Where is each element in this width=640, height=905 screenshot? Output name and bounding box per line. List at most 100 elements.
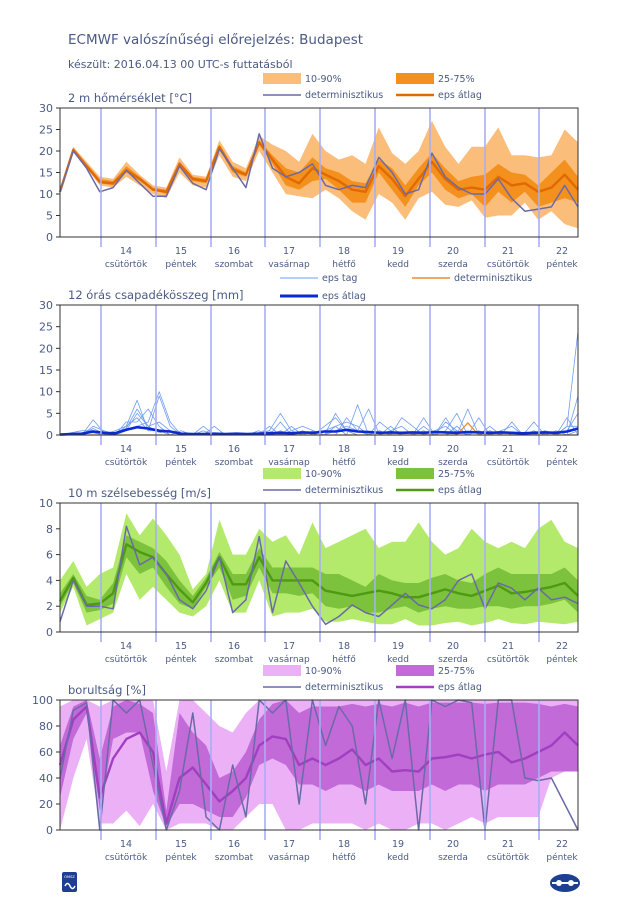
- x-day-number: 19: [392, 839, 404, 850]
- y-tick-label: 10: [39, 497, 53, 510]
- x-day-name: szombat: [215, 853, 254, 863]
- x-day-number: 14: [120, 839, 132, 850]
- y-tick-label: 100: [32, 694, 53, 707]
- x-day-number: 21: [502, 246, 514, 257]
- y-tick-label: 60: [39, 746, 53, 759]
- x-day-name: péntek: [546, 654, 578, 665]
- x-day-name: péntek: [165, 852, 197, 863]
- y-tick-label: 10: [39, 188, 53, 201]
- y-tick-label: 8: [46, 523, 53, 536]
- x-day-name: csütörtök: [105, 655, 148, 665]
- y-tick-label: 2: [46, 600, 53, 613]
- x-day-name: szombat: [215, 260, 254, 270]
- legend-label-10-90: 10-90%: [305, 469, 342, 480]
- y-tick-label: 20: [39, 798, 53, 811]
- legend-label-25-75: 25-75%: [438, 469, 475, 480]
- x-day-name: szombat: [215, 458, 254, 468]
- x-day-name: vasárnap: [268, 458, 310, 468]
- x-day-name: péntek: [165, 259, 197, 270]
- omsz-logo-icon: OMSZ: [62, 872, 77, 892]
- x-day-name: szerda: [438, 655, 468, 665]
- x-day-number: 16: [228, 444, 240, 455]
- eps-mean-line: [58, 705, 579, 825]
- legend-label-eps-mean: eps átlag: [438, 682, 482, 693]
- x-day-name: vasárnap: [268, 655, 310, 665]
- deterministic-line: [59, 525, 579, 626]
- y-tick-label: 5: [46, 407, 53, 420]
- x-day-number: 19: [392, 246, 404, 257]
- page-title: ECMWF valószínűségi előrejelzés: Budapes…: [68, 32, 363, 48]
- y-tick-label: 25: [39, 321, 53, 334]
- chart-panel-wind: 0 2 4 6 8 10 14 csütörtök 15 péntek 16 szombat 17 vas…: [39, 468, 579, 665]
- legend-label-10-90: 10-90%: [305, 666, 342, 677]
- x-day-number: 18: [338, 839, 350, 850]
- plot-frame: [59, 502, 579, 633]
- chart-panel-temperature: 0 5 10 15 20 25 30 14 csütörtök 15 péntek 16 szombat…: [39, 73, 579, 270]
- y-tick-label: 30: [39, 102, 53, 115]
- legend-label-deterministic: determinisztikus: [305, 485, 383, 496]
- x-day-number: 16: [228, 246, 240, 257]
- x-day-name: péntek: [546, 852, 578, 863]
- y-tick-label: 5: [46, 210, 53, 223]
- legend-swatch-10-90: [263, 468, 301, 479]
- x-day-name: vasárnap: [268, 853, 310, 863]
- x-day-number: 20: [447, 641, 459, 652]
- x-day-number: 16: [228, 839, 240, 850]
- y-tick-label: 0: [46, 429, 53, 442]
- x-day-number: 22: [556, 839, 568, 850]
- x-day-number: 22: [556, 641, 568, 652]
- x-day-number: 20: [447, 246, 459, 257]
- x-day-number: 18: [338, 641, 350, 652]
- y-tick-label: 15: [39, 167, 53, 180]
- x-day-number: 21: [502, 641, 514, 652]
- legend-swatch-10-90: [263, 73, 301, 84]
- x-day-number: 21: [502, 839, 514, 850]
- chart-title: borultság [%]: [68, 683, 146, 697]
- legend-label-10-90: 10-90%: [305, 74, 342, 85]
- legend-label-deterministic: determinisztikus: [305, 682, 383, 693]
- x-day-name: szombat: [215, 655, 254, 665]
- legend-label-deterministic: determinisztikus: [305, 90, 383, 101]
- legend-label-25-75: 25-75%: [438, 74, 475, 85]
- x-day-name: csütörtök: [487, 260, 530, 270]
- x-day-number: 15: [175, 839, 187, 850]
- omsz-logo-text: OMSZ: [64, 875, 75, 879]
- x-day-number: 14: [120, 246, 132, 257]
- eps-mean-line: [58, 141, 579, 198]
- x-day-name: kedd: [387, 655, 409, 665]
- x-day-name: hétfő: [332, 852, 356, 863]
- y-tick-label: 40: [39, 772, 53, 785]
- legend-label-eps-mean: eps átlag: [438, 90, 482, 101]
- y-tick-label: 10: [39, 386, 53, 399]
- x-day-number: 18: [338, 444, 350, 455]
- x-day-number: 17: [283, 444, 295, 455]
- x-day-name: csütörtök: [487, 853, 530, 863]
- band-25-75: [60, 535, 578, 613]
- x-day-name: szerda: [438, 853, 468, 863]
- x-day-number: 18: [338, 246, 350, 257]
- x-day-number: 19: [392, 641, 404, 652]
- x-day-number: 22: [556, 246, 568, 257]
- x-day-number: 16: [228, 641, 240, 652]
- x-day-name: kedd: [387, 260, 409, 270]
- x-day-number: 17: [283, 246, 295, 257]
- legend-label-deterministic: determinisztikus: [454, 273, 532, 284]
- x-day-name: péntek: [165, 457, 197, 468]
- eps-mean-line: [59, 425, 579, 436]
- legend-label-eps-mean: eps átlag: [438, 485, 482, 496]
- ecmwf-logo-icon: [550, 874, 580, 892]
- x-day-number: 19: [392, 444, 404, 455]
- page-subtitle: készült: 2016.04.13 00 UTC-s futtatásból: [68, 58, 293, 71]
- legend-label-eps-member: eps tag: [322, 273, 357, 284]
- chart-title: 2 m hőmérséklet [°C]: [68, 91, 192, 105]
- x-day-number: 20: [447, 839, 459, 850]
- plot-frame: [59, 699, 579, 831]
- y-tick-label: 0: [46, 626, 53, 639]
- x-day-name: kedd: [387, 458, 409, 468]
- x-day-number: 15: [175, 444, 187, 455]
- x-day-number: 22: [556, 444, 568, 455]
- x-day-number: 14: [120, 641, 132, 652]
- legend-label-eps-mean: eps átlag: [322, 291, 366, 302]
- x-day-number: 21: [502, 444, 514, 455]
- x-day-name: csütörtök: [105, 458, 148, 468]
